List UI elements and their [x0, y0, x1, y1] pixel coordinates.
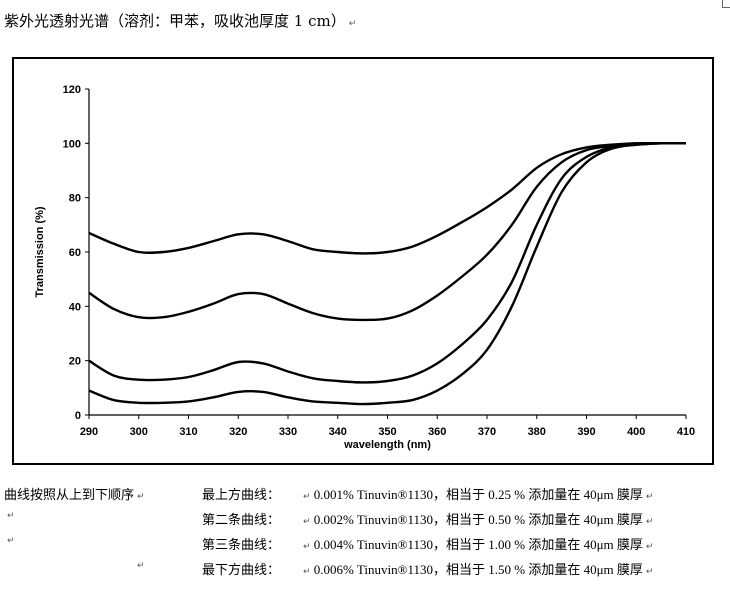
curve-note-desc-text: 0.004% Tinuvin®1130，相当于 1.00 % 添加量在 40μm… [313, 537, 643, 552]
y-tick-label: 120 [63, 84, 81, 96]
y-tick-label: 100 [63, 138, 81, 150]
curve-note-label: 第二条曲线： [202, 513, 281, 528]
notes-lead: 曲线按照从上到下顺序 ↵ [4, 484, 145, 503]
x-tick-label: 330 [279, 426, 297, 438]
return-mark-icon: ↵ [645, 517, 654, 527]
return-mark-icon: ↵ [348, 19, 357, 29]
x-tick-label: 390 [577, 426, 595, 438]
series-line-3 [88, 142, 687, 384]
return-mark-icon: ↵ [303, 517, 311, 527]
curve-note-desc-text: 0.001% Tinuvin®1130，相当于 0.25 % 添加量在 40μm… [313, 487, 643, 502]
x-tick-label: 290 [80, 426, 98, 438]
curve-note-desc: ↵ 0.004% Tinuvin®1130，相当于 1.00 % 添加量在 40… [300, 534, 653, 553]
return-mark-icon: ↵ [645, 542, 654, 552]
curve-note-row: ↵ 第三条曲线： ↵ 0.004% Tinuvin®1130，相当于 1.00 … [0, 534, 730, 554]
y-axis-title: Transmission (%) [34, 206, 46, 297]
return-mark-icon: ↵ [303, 567, 311, 577]
curve-note-desc-text: 0.006% Tinuvin®1130，相当于 1.50 % 添加量在 40μm… [313, 562, 643, 577]
y-tick-label: 40 [69, 301, 81, 313]
y-tick-label: 80 [69, 193, 81, 205]
curve-note-desc-text: 0.002% Tinuvin®1130，相当于 0.50 % 添加量在 40μm… [313, 512, 643, 527]
x-tick-label: 400 [627, 426, 645, 438]
curve-note-desc: ↵ 0.001% Tinuvin®1130，相当于 0.25 % 添加量在 40… [300, 484, 653, 503]
series-line-1 [88, 142, 686, 255]
return-mark-icon: ↵ [303, 492, 311, 502]
curve-note-desc: ↵ 0.006% Tinuvin®1130，相当于 1.50 % 添加量在 40… [300, 559, 653, 578]
x-tick-label: 320 [229, 426, 247, 438]
x-tick-label: 350 [378, 426, 396, 438]
x-tick-label: 300 [130, 426, 148, 438]
x-tick-label: 370 [478, 426, 496, 438]
return-mark-icon: ↵ [303, 542, 311, 552]
x-axis-title: wavelength (nm) [343, 439, 431, 451]
series-line-4 [88, 142, 687, 406]
x-tick-label: 360 [428, 426, 446, 438]
return-mark-icon: ↵ [645, 492, 654, 502]
curve-note-label: 最上方曲线： [202, 488, 281, 503]
y-tick-label: 0 [75, 410, 81, 422]
curve-note-row: 最上方曲线： ↵ 0.001% Tinuvin®1130，相当于 0.25 % … [0, 484, 730, 504]
chart-heading: 紫外光透射光谱（溶剂：甲苯，吸收池厚度 1 cm） ↵ [4, 10, 356, 31]
x-tick-label: 410 [677, 426, 695, 438]
curve-note-row: ↵ 第二条曲线： ↵ 0.002% Tinuvin®1130，相当于 0.50 … [0, 509, 730, 529]
transmission-chart: 0 20 40 60 80 100 120 290 300 310 320 330 340 350 360 3… [34, 84, 695, 451]
curve-note-label: 第三条曲线： [202, 538, 281, 553]
corner-mark [722, 0, 730, 8]
curve-note-label: 最下方曲线： [202, 563, 281, 578]
heading-text: 紫外光透射光谱（溶剂：甲苯，吸收池厚度 1 cm） [4, 12, 346, 30]
return-mark-icon: ↵ [7, 511, 15, 521]
curve-note-desc: ↵ 0.002% Tinuvin®1130，相当于 0.50 % 添加量在 40… [300, 509, 653, 528]
x-tick-label: 340 [329, 426, 347, 438]
notes-lead-text: 曲线按照从上到下顺序 [4, 488, 135, 503]
y-tick-label: 60 [69, 247, 81, 259]
return-mark-icon: ↵ [7, 536, 15, 546]
return-mark-icon: ↵ [137, 492, 145, 502]
return-mark-icon: ↵ [137, 561, 145, 571]
curve-note-row: ↵ 最下方曲线： ↵ 0.006% Tinuvin®1130，相当于 1.50 … [0, 559, 730, 579]
chart-frame: 0 20 40 60 80 100 120 290 300 310 320 330 340 350 360 3… [12, 57, 714, 465]
y-tick-label: 20 [69, 356, 81, 368]
return-mark-icon: ↵ [645, 567, 654, 577]
series-line-2 [88, 141, 686, 322]
x-tick-label: 310 [179, 426, 197, 438]
x-tick-label: 380 [528, 426, 546, 438]
